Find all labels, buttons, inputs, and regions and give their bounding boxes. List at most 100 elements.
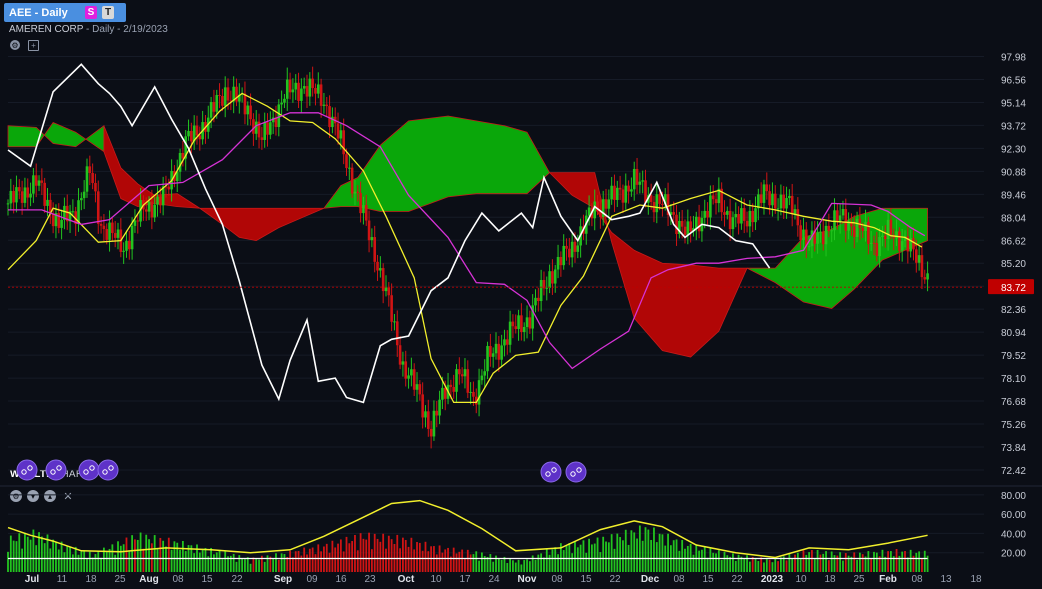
candle <box>12 190 15 203</box>
histogram-bar <box>568 543 571 572</box>
tools-badge[interactable]: T <box>102 6 114 19</box>
histogram-bar <box>630 530 633 572</box>
histogram-bar <box>836 555 839 572</box>
price-tick-label: 76.68 <box>1001 397 1026 408</box>
candle <box>903 236 907 242</box>
histogram-bar <box>528 561 531 572</box>
histogram-bar <box>387 535 390 572</box>
histogram-bar <box>813 558 816 572</box>
histogram-bar <box>170 549 173 572</box>
price-tick-label: 82.36 <box>1001 305 1026 316</box>
candle <box>319 84 323 106</box>
candle <box>322 104 326 106</box>
candle <box>291 89 295 93</box>
histogram-bar <box>69 547 71 572</box>
histogram-bar <box>320 551 323 572</box>
panel-expand-icon[interactable]: ▴ <box>44 490 56 502</box>
price-tick-label: 89.46 <box>1001 190 1026 201</box>
histogram-bar <box>858 552 861 572</box>
histogram-bar <box>675 539 678 572</box>
candle <box>793 209 797 215</box>
candle <box>297 82 300 101</box>
candle <box>737 214 740 224</box>
date-tick-label: Dec <box>641 574 660 585</box>
candle <box>489 345 492 357</box>
histogram-bar <box>892 556 895 572</box>
candle <box>486 345 489 372</box>
candle <box>283 98 286 103</box>
candle <box>77 200 80 225</box>
add-study-icon[interactable]: + <box>28 40 39 51</box>
candle <box>29 193 32 198</box>
date-tick-label: 22 <box>609 574 621 585</box>
histogram-bar <box>915 552 918 572</box>
candle <box>390 295 393 322</box>
histogram-bar <box>681 540 684 572</box>
candle <box>610 185 613 200</box>
candle <box>751 210 754 223</box>
candle <box>314 87 317 94</box>
histogram-bar <box>441 552 444 572</box>
candle <box>824 225 828 245</box>
event-marker-icon <box>78 459 100 481</box>
histogram-bar <box>263 561 266 572</box>
symbol-tab[interactable]: AEE - Daily S T <box>4 3 126 22</box>
candle <box>60 219 63 228</box>
histogram-bar <box>483 555 486 572</box>
histogram-bar <box>791 558 794 572</box>
candle <box>9 190 13 204</box>
candle <box>915 249 918 263</box>
date-tick-label: 16 <box>335 574 347 585</box>
candle <box>573 241 577 252</box>
histogram-bar <box>407 546 410 572</box>
candle <box>379 268 382 271</box>
candle <box>649 195 653 203</box>
panel-close-icon[interactable]: ✕ <box>63 490 73 503</box>
candle <box>153 204 156 218</box>
candle <box>364 205 368 221</box>
histogram-bar <box>125 537 128 572</box>
histogram-bar <box>286 556 289 572</box>
candle <box>762 184 766 203</box>
candle <box>517 315 520 330</box>
histogram-bar <box>768 559 771 572</box>
candle <box>441 387 444 400</box>
candle <box>37 180 41 186</box>
panel-settings-icon[interactable]: ⚙ <box>10 490 22 502</box>
candle <box>63 205 66 220</box>
candle <box>898 231 901 251</box>
candle <box>757 194 760 209</box>
histogram-bar <box>794 554 796 572</box>
studies-badge[interactable]: S <box>85 6 97 19</box>
candle <box>562 245 565 266</box>
date-tick-label: Nov <box>518 574 537 585</box>
histogram-bar <box>348 543 351 572</box>
histogram-bar <box>213 554 215 572</box>
candle <box>508 321 512 345</box>
histogram-bar <box>873 551 875 572</box>
histogram-bar <box>661 534 664 572</box>
candle <box>514 326 518 330</box>
candle <box>531 305 534 329</box>
settings-icon[interactable]: ⚙ <box>10 40 20 50</box>
candle <box>477 380 481 405</box>
histogram-bar <box>83 551 86 572</box>
candle <box>455 369 458 392</box>
date-tick-label: 22 <box>731 574 743 585</box>
cloud-bear <box>198 207 325 242</box>
histogram-bar <box>345 536 348 572</box>
candle <box>503 339 506 346</box>
histogram-bar <box>238 555 241 572</box>
candle <box>133 220 137 226</box>
histogram-bar <box>337 543 339 572</box>
histogram-bar <box>424 541 427 572</box>
histogram-bar <box>624 529 627 572</box>
histogram-bar <box>596 537 599 572</box>
candle <box>410 369 413 376</box>
candle <box>869 242 873 244</box>
panel-collapse-icon[interactable]: ▾ <box>27 490 39 502</box>
histogram-bar <box>399 548 401 572</box>
candle <box>663 194 667 205</box>
candle <box>300 88 303 101</box>
